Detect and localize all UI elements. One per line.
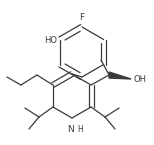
Polygon shape xyxy=(109,72,131,79)
Text: F: F xyxy=(79,13,85,22)
Text: OH: OH xyxy=(133,75,146,84)
Text: HO: HO xyxy=(44,36,57,45)
Text: H: H xyxy=(77,125,83,134)
Text: N: N xyxy=(67,125,73,134)
